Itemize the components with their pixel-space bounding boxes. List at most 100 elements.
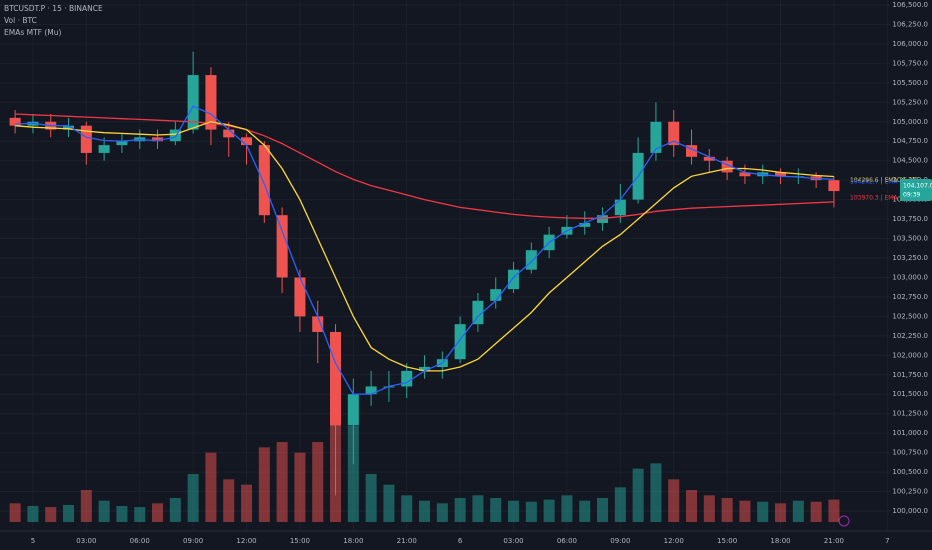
x-tick-label: 18:00 (343, 537, 363, 545)
y-tick-label: 105,750.0 (892, 59, 928, 67)
candle-body (312, 316, 324, 332)
volume-bar (27, 506, 39, 522)
volume-bar (668, 479, 680, 522)
candle-body (9, 117, 21, 126)
volume-bar (686, 490, 698, 522)
volume-bar (45, 507, 57, 522)
y-tick-label: 100,500.0 (892, 468, 928, 476)
volume-bar (276, 442, 288, 522)
volume-bar (757, 501, 769, 522)
candle-body (241, 137, 253, 146)
volume-bar (472, 495, 484, 522)
volume-bar (508, 500, 520, 522)
candle-body (223, 129, 235, 138)
x-tick-label: 5 (31, 537, 35, 545)
candle-body (116, 141, 128, 146)
legend-text: BTCUSDT.P · 15 · BINANCE (4, 4, 103, 13)
ema-line (15, 105, 834, 395)
price-tag-box (900, 179, 932, 202)
volume-bar (597, 498, 609, 522)
candle-body (775, 172, 787, 177)
volume-bar (187, 474, 199, 522)
candle-body (401, 370, 413, 387)
x-tick-label: 06:00 (557, 537, 577, 545)
volume-bar (365, 474, 377, 522)
price-tag: 104,107.0 (903, 183, 932, 190)
x-tick-label: 09:00 (610, 537, 630, 545)
x-tick-label: 6 (458, 537, 463, 545)
y-tick-label: 103,500.0 (892, 235, 928, 243)
candle-body (490, 289, 502, 301)
x-tick-label: 03:00 (76, 537, 96, 545)
y-tick-label: 101,250.0 (892, 410, 928, 418)
candle-body (614, 199, 626, 216)
candle-body (330, 331, 342, 426)
y-tick-label: 105,250.0 (892, 98, 928, 106)
volume-bar (739, 500, 751, 522)
volume-bar (561, 495, 573, 522)
y-tick-label: 104,750.0 (892, 137, 928, 145)
volume-bar (205, 452, 217, 522)
volume-bar (80, 490, 92, 522)
candle-body (258, 145, 270, 216)
volume-bar (294, 452, 306, 522)
volume-bar (383, 484, 395, 522)
x-tick-label: 15:00 (290, 537, 310, 545)
candle-body (419, 366, 431, 371)
ema-line (15, 113, 834, 219)
candle-body (63, 125, 75, 130)
volume-bar (312, 442, 324, 522)
volume-bar (525, 501, 537, 522)
y-tick-label: 106,250.0 (892, 20, 928, 28)
volume-bar (632, 468, 644, 522)
volume-bar (258, 447, 270, 522)
volume-bar (347, 426, 359, 522)
y-tick-label: 103,000.0 (892, 273, 928, 281)
candle-body (703, 156, 715, 161)
y-tick-label: 100,250.0 (892, 488, 928, 496)
candle-body (525, 250, 537, 270)
candle-body (579, 222, 591, 227)
candle-body (739, 172, 751, 177)
volume-bar (169, 498, 181, 522)
volume-bar (223, 479, 235, 522)
candle-body (169, 129, 181, 142)
volume-bar (721, 498, 733, 522)
candle-body (472, 300, 484, 325)
y-tick-label: 105,000.0 (892, 118, 928, 126)
volume-bar (9, 503, 21, 522)
volume-bar (650, 463, 662, 522)
price-countdown: 09:39 (903, 192, 920, 199)
volume-bar (63, 504, 75, 522)
y-tick-label: 102,250.0 (892, 332, 928, 340)
candle-body (721, 160, 733, 173)
volume-bar (614, 487, 626, 522)
y-tick-label: 103,750.0 (892, 215, 928, 223)
candle-body (508, 269, 520, 290)
volume-bar (775, 503, 787, 522)
volume-bar (401, 495, 413, 522)
y-tick-label: 101,000.0 (892, 429, 928, 437)
volume-bar (454, 498, 466, 522)
x-tick-label: 18:00 (770, 537, 790, 545)
y-tick-label: 103,250.0 (892, 254, 928, 262)
y-tick-label: 101,750.0 (892, 371, 928, 379)
x-tick-label: 03:00 (503, 537, 523, 545)
x-tick-label: 15:00 (717, 537, 737, 545)
y-tick-label: 102,750.0 (892, 293, 928, 301)
candle-body (347, 394, 359, 426)
x-tick-label: 21:00 (824, 537, 844, 545)
volume-bar (134, 507, 146, 522)
ema-tag: 104262.7 | EMA 12 (15 (850, 179, 919, 186)
y-tick-label: 105,500.0 (892, 79, 928, 87)
volume-bar (490, 498, 502, 522)
candle-body (454, 324, 466, 360)
x-tick-label: 09:00 (183, 537, 203, 545)
ema-tag: 104296.6 | EMA 26 (15 (850, 177, 919, 184)
candle-body (152, 137, 164, 142)
x-tick-label: 12:00 (236, 537, 256, 545)
volume-bar (792, 500, 804, 522)
legend-text: EMAs MTF (Mu) (4, 28, 62, 37)
volume-bar (436, 503, 448, 522)
